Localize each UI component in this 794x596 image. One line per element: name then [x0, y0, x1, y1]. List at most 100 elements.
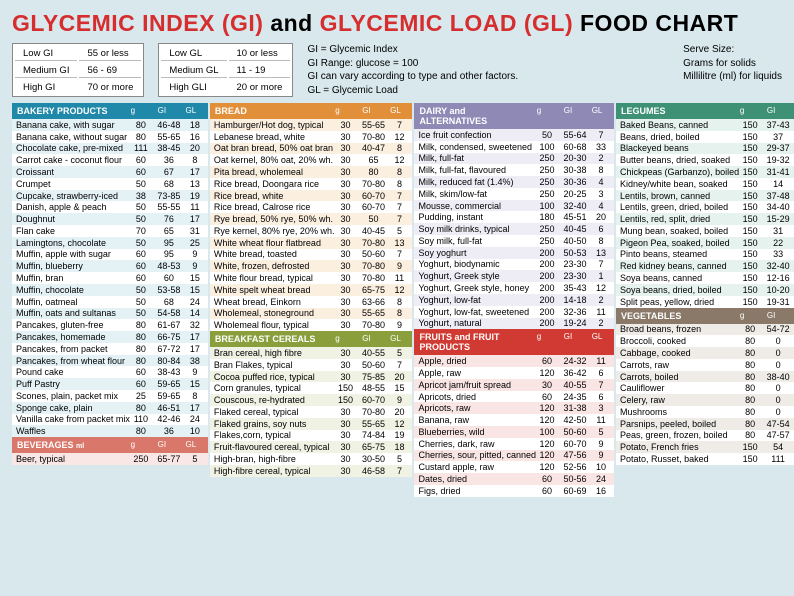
food-gl: 12 — [390, 132, 408, 142]
food-name: Yoghurt, low-fat, sweetened — [418, 307, 536, 317]
food-gi: 20-25 — [558, 189, 592, 199]
food-row: Pancakes, from wheat flour8080-8438 — [12, 355, 208, 367]
category-header: BREAKFAST CEREALSgGIGL — [210, 331, 413, 347]
food-gl: 11 — [592, 415, 610, 425]
food-row: Pudding, instant18045-5120 — [414, 211, 614, 223]
food-gl: 33 — [592, 142, 610, 152]
legend-cell: 56 - 69 — [79, 63, 141, 78]
food-name: Lentils, brown, canned — [620, 191, 739, 201]
food-row: Dates, dried6050-5624 — [414, 473, 614, 485]
food-grams: 30 — [334, 132, 356, 142]
food-name: Pancakes, from packet — [16, 344, 130, 354]
food-grams: 150 — [739, 143, 761, 153]
food-row: Puff Pastry6059-6515 — [12, 378, 208, 390]
food-name: White, frozen, defrosted — [214, 261, 335, 271]
food-name: Wholemeal flour, typical — [214, 320, 335, 330]
food-grams: 30 — [334, 320, 356, 330]
food-gi: 70-80 — [356, 179, 390, 189]
food-row: Milk, full-fat, flavoured25030-388 — [414, 164, 614, 176]
food-row: Pinto beans, steamed150338 — [616, 249, 794, 261]
col-gl: GL — [585, 106, 609, 126]
food-gi: 60-70 — [356, 202, 390, 212]
food-row: Carrot cake - coconut flour60368 — [12, 154, 208, 166]
food-grams: 120 — [536, 403, 558, 413]
col-g: g — [325, 106, 349, 116]
food-name: Cocoa puffed rice, typical — [214, 372, 335, 382]
food-grams: 150 — [334, 383, 356, 393]
food-row: Danish, apple & peach5055-5511 — [12, 201, 208, 213]
food-grams: 150 — [739, 120, 761, 130]
food-name: Dates, dried — [418, 474, 536, 484]
food-gl: 8 — [592, 165, 610, 175]
food-gi: 95 — [152, 249, 186, 259]
food-row: Apple, raw12036-426 — [414, 367, 614, 379]
food-grams: 30 — [334, 348, 356, 358]
food-name: Apple, dried — [418, 356, 536, 366]
food-gl: 6 — [592, 368, 610, 378]
food-grams: 60 — [130, 367, 152, 377]
food-name: Soya beans, canned — [620, 273, 739, 283]
food-name: Pigeon Pea, soaked, boiled — [620, 238, 739, 248]
food-gl: 32 — [186, 320, 204, 330]
food-grams: 30 — [334, 407, 356, 417]
food-gl: 9 — [592, 450, 610, 460]
food-name: Flakes,corn, typical — [214, 430, 335, 440]
food-row: Muffin, blueberry6048-539 — [12, 260, 208, 272]
food-row: Split peas, yellow, dried15019-313 — [616, 296, 794, 308]
food-row: Chickpeas (Garbanzo), boiled15031-413 — [616, 166, 794, 178]
food-gi: 20-30 — [558, 153, 592, 163]
food-grams: 150 — [739, 273, 761, 283]
food-row: Mousse, commercial10032-404 — [414, 200, 614, 212]
food-row: Banana cake, with sugar8046-4818 — [12, 119, 208, 131]
info-line: GI Range: glucose = 100 — [307, 57, 518, 71]
food-grams: 30 — [334, 155, 356, 165]
category-header: LEGUMESgGIGL — [616, 103, 794, 119]
col-gi: GI — [349, 106, 383, 116]
food-grams: 30 — [334, 466, 356, 476]
food-name: Danish, apple & peach — [16, 202, 130, 212]
food-name: Carrots, boiled — [620, 372, 739, 382]
food-gl: 19 — [390, 430, 408, 440]
food-grams: 30 — [334, 261, 356, 271]
food-gl: 8 — [186, 155, 204, 165]
food-gi: 34-40 — [761, 202, 794, 212]
food-row: Couscous, re-hydrated15060-709 — [210, 394, 413, 406]
food-grams: 120 — [536, 415, 558, 425]
food-name: Blackeyed beans — [620, 143, 739, 153]
food-grams: 150 — [739, 214, 761, 224]
food-name: Vanilla cake from packet mix — [16, 414, 130, 424]
food-grams: 250 — [536, 165, 558, 175]
food-name: Lentils, green, dried, boiled — [620, 202, 739, 212]
gi-legend: Low GI55 or lessMedium GI56 - 69High GI7… — [12, 43, 144, 97]
food-name: High-fibre cereal, typical — [214, 466, 335, 476]
food-name: Yoghurt, Greek style, honey — [418, 283, 536, 293]
food-gl: 7 — [390, 249, 408, 259]
food-grams: 30 — [334, 297, 356, 307]
food-gl: 5 — [390, 348, 408, 358]
food-row: Blueberries, wild10050-605 — [414, 426, 614, 438]
food-row: Beans, dried, boiled1503711 — [616, 131, 794, 143]
food-gl: 17 — [186, 403, 204, 413]
food-grams: 111 — [130, 143, 152, 153]
food-row: Soy yoghurt20050-5313 — [414, 247, 614, 259]
food-grams: 50 — [130, 214, 152, 224]
food-gl: 19 — [186, 191, 204, 201]
food-gl: 9 — [390, 320, 408, 330]
category-title: BEVERAGES ml — [17, 440, 121, 450]
food-gi: 48-55 — [356, 383, 390, 393]
food-gi: 38-40 — [761, 372, 794, 382]
food-gi: 0 — [761, 407, 794, 417]
food-gi: 50-60 — [356, 249, 390, 259]
food-gl: 11 — [592, 356, 610, 366]
category-header: BEVERAGES mlgGIGL — [12, 437, 208, 453]
food-grams: 80 — [739, 360, 761, 370]
food-gi: 23-30 — [558, 259, 592, 269]
food-row: Banana cake, without sugar8055-6516 — [12, 131, 208, 143]
food-grams: 30 — [334, 419, 356, 429]
col-g: g — [730, 106, 754, 116]
col-gl: GL — [383, 106, 407, 116]
food-name: Bran cereal, high fibre — [214, 348, 335, 358]
food-name: High-bran, high-fibre — [214, 454, 335, 464]
food-gi: 32-36 — [558, 307, 592, 317]
food-row: Apricots, dried6024-356 — [414, 391, 614, 403]
